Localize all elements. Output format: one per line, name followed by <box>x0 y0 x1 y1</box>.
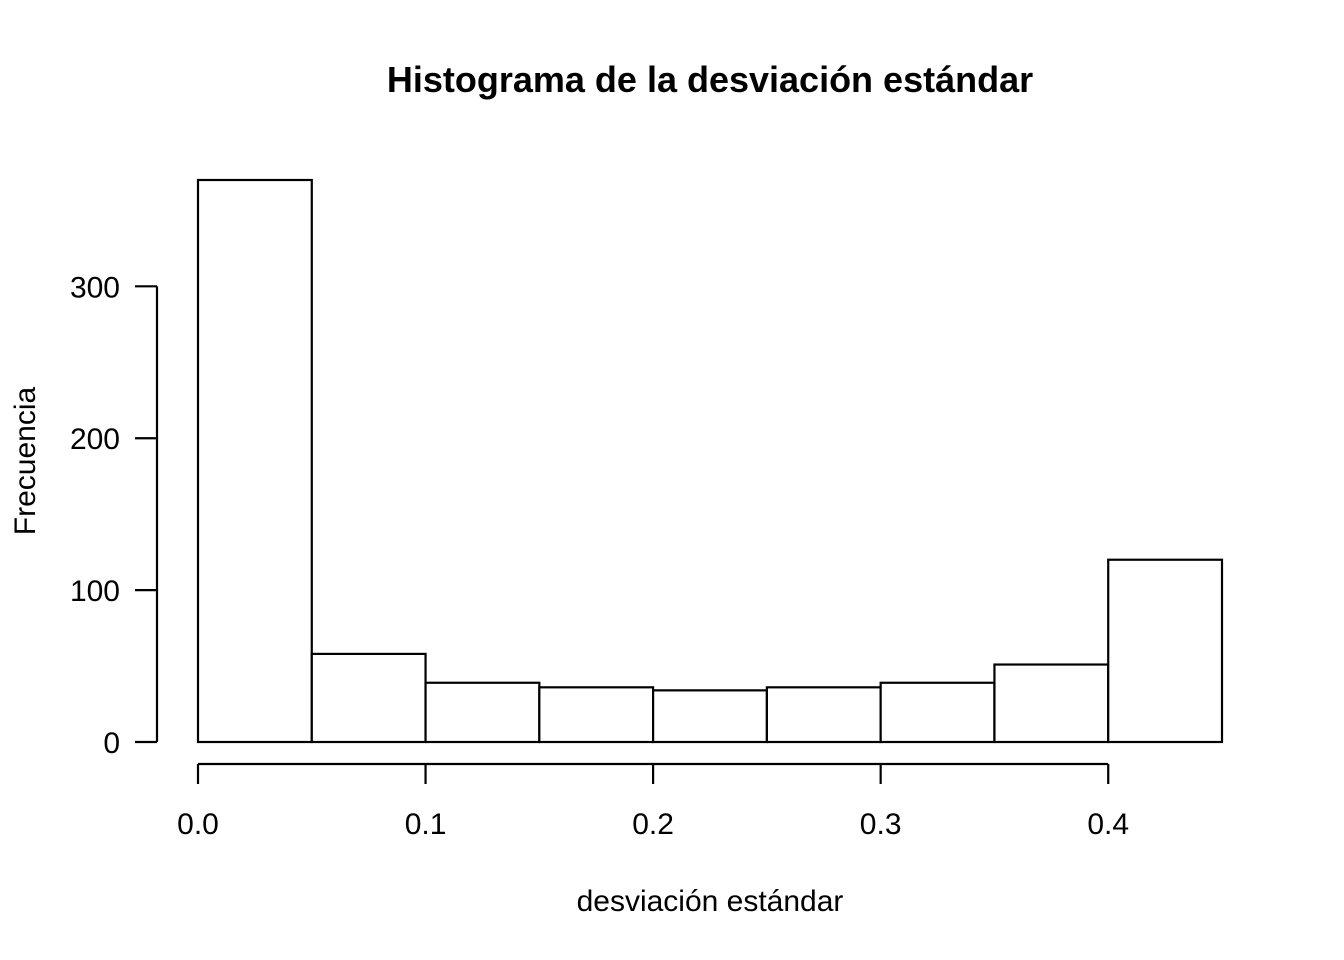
x-tick-label-4: 0.3 <box>860 808 902 841</box>
histogram-bar-6 <box>765 686 882 744</box>
y-tick-label-4: 300 <box>70 271 120 304</box>
x-axis-label: desviación estándar <box>577 885 844 918</box>
bars-group <box>196 178 1224 744</box>
histogram-bar-5 <box>652 689 768 744</box>
x-tick-label-3: 0.2 <box>632 808 674 841</box>
histogram-bar-7 <box>879 681 996 744</box>
histogram-bar-8 <box>993 663 1110 744</box>
x-tick-label-2: 0.1 <box>405 808 447 841</box>
histogram-bar-3 <box>424 681 541 744</box>
histogram-bar-1 <box>196 178 313 744</box>
y-tick-label-3: 200 <box>70 423 120 456</box>
histogram-bar-4 <box>538 686 655 744</box>
y-axis: 0 100 200 300 <box>70 271 159 760</box>
x-tick-label-1: 0.0 <box>177 808 219 841</box>
x-axis: 0.0 0.1 0.2 0.3 0.4 <box>177 762 1129 841</box>
y-tick-label-2: 100 <box>70 575 120 608</box>
y-tick-label-1: 0 <box>103 727 120 760</box>
y-axis-label: Frecuencia <box>9 386 42 535</box>
histogram-bar-9 <box>1107 558 1224 744</box>
x-tick-label-5: 0.4 <box>1087 808 1129 841</box>
histogram-bar-2 <box>310 652 427 744</box>
chart-title: Histograma de la desviación estándar <box>387 59 1033 100</box>
